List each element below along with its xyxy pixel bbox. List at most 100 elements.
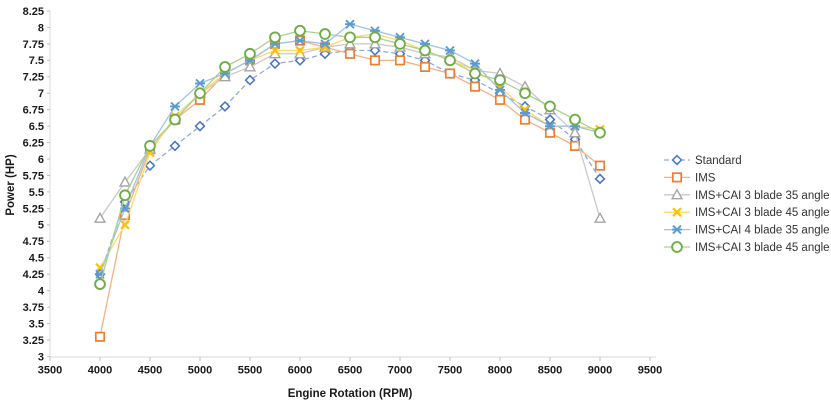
star-marker [295, 35, 305, 46]
series-2 [93, 37, 607, 223]
circle-marker [94, 278, 106, 290]
circle-marker [519, 87, 531, 100]
x-tick-label: 5000 [188, 365, 212, 377]
square-marker [344, 48, 356, 59]
series-1 [94, 35, 606, 342]
legend-label: Standard [695, 155, 742, 167]
y-tick-label: 6 [38, 154, 44, 166]
y-tick-label: 4.5 [29, 253, 44, 265]
diamond-marker [169, 140, 181, 152]
square-marker [419, 61, 431, 72]
star-marker [545, 121, 555, 131]
circle-marker [119, 189, 131, 202]
y-tick-label: 5.75 [23, 170, 44, 182]
diamond-marker [219, 100, 231, 112]
x-tick-label: 3500 [38, 365, 62, 377]
x-tick-label: 7500 [438, 365, 462, 377]
y-tick-label: 4 [38, 286, 45, 298]
y-tick-label: 3.75 [23, 302, 44, 314]
diamond-marker [369, 45, 381, 56]
square-marker [119, 209, 131, 221]
legend-label: IMS+CAI 3 blade 45 angle [695, 242, 830, 254]
star-marker [195, 78, 205, 89]
square-marker [369, 55, 381, 66]
y-tick-label: 5 [38, 220, 44, 232]
series-5 [94, 24, 606, 290]
legend-label: IMS [695, 172, 716, 184]
triangle-marker [593, 211, 607, 223]
series-0 [94, 45, 606, 280]
square-marker [469, 81, 481, 92]
triangle-marker [118, 175, 132, 187]
square-marker [519, 114, 531, 125]
legend-item: IMS+CAI 3 blade 45 angle [664, 241, 830, 254]
circle-marker [244, 47, 256, 60]
star-marker [672, 224, 682, 235]
star-marker [495, 85, 505, 95]
circle-marker [494, 74, 506, 86]
y-tick-label: 3.25 [23, 335, 44, 347]
triangle-marker [368, 37, 382, 49]
y-tick-label: 5.25 [23, 203, 44, 215]
x-axis-title: Engine Rotation (RPM) [288, 388, 413, 400]
triangle-marker [343, 37, 357, 49]
square-marker [444, 68, 456, 79]
legend-item: IMS+CAI 4 blade 35 angle [664, 225, 830, 237]
circle-marker [394, 38, 406, 50]
x-marker [672, 207, 682, 217]
diamond-marker [319, 48, 331, 60]
series-line [99, 30, 601, 285]
diamond-marker [244, 74, 256, 86]
circle-marker [344, 31, 356, 44]
square-marker [544, 127, 556, 138]
y-tick-label: 6.25 [23, 137, 44, 149]
y-tick-label: 7 [38, 88, 44, 100]
diamond-marker [269, 58, 281, 70]
legend-label: IMS+CAI 4 blade 35 angle [695, 225, 830, 237]
square-marker [94, 331, 106, 342]
circle-marker [469, 67, 481, 80]
triangle-marker [243, 60, 257, 72]
y-tick-label: 7.75 [23, 39, 44, 51]
x-tick-label: 4500 [138, 365, 162, 377]
y-tick-label: 3 [38, 351, 44, 363]
legend: Standard IMS IMS+CAI 3 blade 35 angle IMS+C… [664, 154, 830, 254]
circle-marker [419, 44, 431, 57]
circle-marker [369, 31, 381, 44]
circle-marker [671, 241, 683, 253]
y-tick-label: 4.25 [23, 269, 44, 281]
legend-item: IMS+CAI 3 blade 35 angle [664, 188, 830, 202]
star-marker [470, 58, 480, 69]
triangle-marker [670, 188, 684, 200]
diamond-marker [144, 160, 156, 172]
square-marker [494, 94, 506, 105]
series-4 [95, 19, 605, 279]
diamond-marker [544, 114, 556, 126]
y-tick-label: 7.5 [29, 55, 44, 67]
x-tick-label: 4000 [88, 365, 112, 377]
triangle-marker [568, 126, 582, 138]
triangle-marker [93, 211, 107, 223]
legend-item: IMS [664, 172, 716, 184]
axes: 3 3.25 3.5 3.75 4 4.25 4.5 4.75 5 5.25 5.5 5.75 6 6.2… [23, 6, 663, 377]
circle-marker [169, 113, 181, 126]
y-tick-label: 4.75 [23, 236, 44, 248]
square-marker [394, 55, 406, 66]
diamond-marker [294, 54, 306, 66]
y-tick-label: 7.25 [23, 72, 44, 84]
y-tick-label: 6.75 [23, 105, 44, 117]
x-tick-label: 8000 [488, 365, 512, 377]
y-tick-label: 8.25 [23, 6, 44, 18]
circle-marker [269, 31, 281, 44]
series-3 [95, 29, 605, 273]
square-marker [594, 160, 606, 171]
legend-item: IMS+CAI 3 blade 45 angle [664, 207, 830, 219]
x-tick-label: 5500 [238, 365, 262, 377]
circle-marker [594, 126, 606, 139]
y-tick-label: 5.5 [29, 187, 44, 199]
legend-label: IMS+CAI 3 blade 45 angle [695, 207, 830, 219]
circle-marker [544, 100, 556, 113]
y-tick-label: 6.5 [29, 121, 44, 133]
